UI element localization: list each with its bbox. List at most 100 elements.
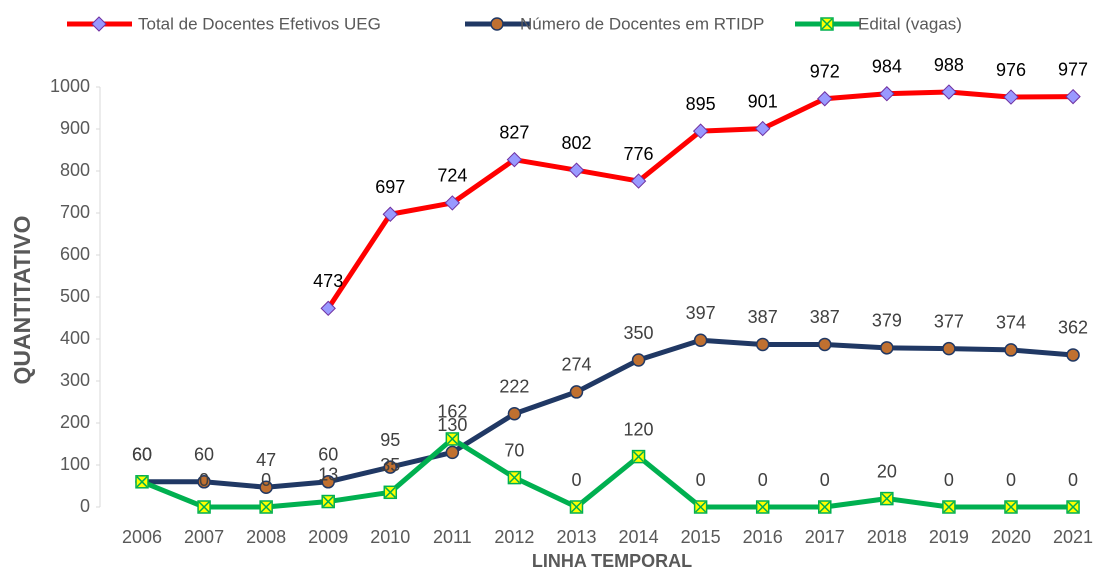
marker-cross	[322, 496, 334, 508]
marker-cross	[446, 433, 458, 445]
data-label: 895	[686, 94, 716, 114]
data-label: 984	[872, 56, 902, 76]
x-tick-label: 2019	[929, 527, 969, 547]
x-tick-label: 2012	[494, 527, 534, 547]
data-label: 60	[132, 445, 152, 465]
data-label: 697	[375, 177, 405, 197]
data-label: 362	[1058, 318, 1088, 338]
marker	[693, 333, 708, 348]
x-tick-label: 2011	[433, 527, 472, 547]
marker-cross	[570, 501, 583, 513]
data-label: 473	[313, 271, 343, 291]
data-label: 379	[872, 311, 902, 331]
marker	[942, 341, 956, 356]
data-label: 724	[437, 166, 467, 186]
data-label: 0	[571, 470, 581, 490]
data-label: 60	[132, 445, 152, 465]
data-label: 802	[561, 133, 591, 153]
data-label: 977	[1058, 59, 1088, 79]
data-label: 0	[758, 470, 768, 490]
y-tick-label: 600	[60, 244, 90, 264]
marker-cross	[508, 472, 520, 484]
marker	[817, 91, 833, 107]
data-label: 387	[748, 307, 778, 327]
data-label: 60	[318, 445, 338, 465]
data-label: 120	[624, 419, 654, 439]
data-label: 988	[934, 55, 964, 75]
marker-cross	[1067, 501, 1079, 513]
data-label: 972	[810, 62, 840, 82]
data-label: 387	[810, 307, 840, 327]
marker-cross	[757, 501, 769, 513]
data-label: 35	[380, 455, 400, 475]
x-axis-title: LINHA TEMPORAL	[532, 551, 692, 571]
marker	[1003, 89, 1019, 105]
legend-label: Número de Docentes em RTIDP	[520, 14, 764, 33]
data-label: 377	[934, 311, 964, 331]
marker-cross	[1005, 501, 1017, 513]
marker	[754, 120, 771, 137]
marker-cross	[384, 486, 396, 498]
marker	[197, 475, 211, 489]
x-tick-label: 2017	[805, 527, 845, 547]
marker	[259, 480, 273, 495]
marker	[880, 341, 894, 355]
data-label: 70	[504, 440, 524, 460]
data-label: 95	[380, 430, 400, 450]
data-label: 397	[686, 303, 716, 323]
data-label: 0	[1006, 470, 1016, 490]
marker	[569, 385, 584, 399]
data-label: 901	[748, 91, 778, 111]
series-line	[142, 337, 1074, 490]
marker	[941, 84, 957, 100]
x-tick-label: 2013	[556, 527, 596, 547]
marker	[91, 16, 107, 32]
marker-cross	[198, 501, 210, 513]
y-tick-label: 300	[60, 370, 90, 390]
data-label: 827	[499, 122, 529, 142]
marker-cross	[943, 501, 955, 513]
data-label: 162	[437, 402, 467, 422]
y-tick-label: 200	[60, 412, 90, 432]
marker-cross	[260, 501, 272, 513]
marker-cross	[695, 501, 707, 513]
y-tick-label: 0	[80, 496, 90, 516]
marker	[879, 86, 895, 102]
data-label: 776	[624, 144, 654, 164]
data-label: 0	[199, 470, 209, 490]
marker	[321, 475, 335, 489]
marker	[631, 353, 646, 367]
y-tick-label: 800	[60, 160, 90, 180]
y-tick-label: 400	[60, 328, 90, 348]
marker	[1065, 88, 1081, 105]
marker	[755, 337, 770, 352]
data-label: 0	[944, 470, 954, 490]
data-label: 60	[194, 445, 214, 465]
x-tick-label: 2006	[122, 527, 162, 547]
marker-cross	[136, 476, 148, 488]
x-tick-label: 2007	[184, 527, 224, 547]
data-label: 0	[1068, 470, 1078, 490]
data-label: 0	[696, 470, 706, 490]
marker	[818, 337, 832, 352]
x-tick-label: 2010	[370, 527, 410, 547]
data-label: 976	[996, 60, 1026, 80]
y-tick-label: 1000	[50, 76, 90, 96]
marker	[444, 195, 461, 211]
data-label: 274	[561, 355, 591, 375]
x-tick-label: 2009	[308, 527, 348, 547]
data-label: 130	[437, 415, 467, 435]
marker	[320, 300, 336, 317]
x-tick-label: 2008	[246, 527, 286, 547]
y-tick-label: 100	[60, 454, 90, 474]
data-label: 374	[996, 313, 1026, 333]
data-label: 0	[261, 470, 271, 490]
x-tick-label: 2018	[867, 527, 907, 547]
x-tick-label: 2016	[743, 527, 783, 547]
y-tick-label: 500	[60, 286, 90, 306]
y-tick-label: 700	[60, 202, 90, 222]
data-label: 0	[820, 470, 830, 490]
y-axis-title: QUANTITATIVO	[9, 215, 35, 384]
x-tick-label: 2015	[681, 527, 721, 547]
